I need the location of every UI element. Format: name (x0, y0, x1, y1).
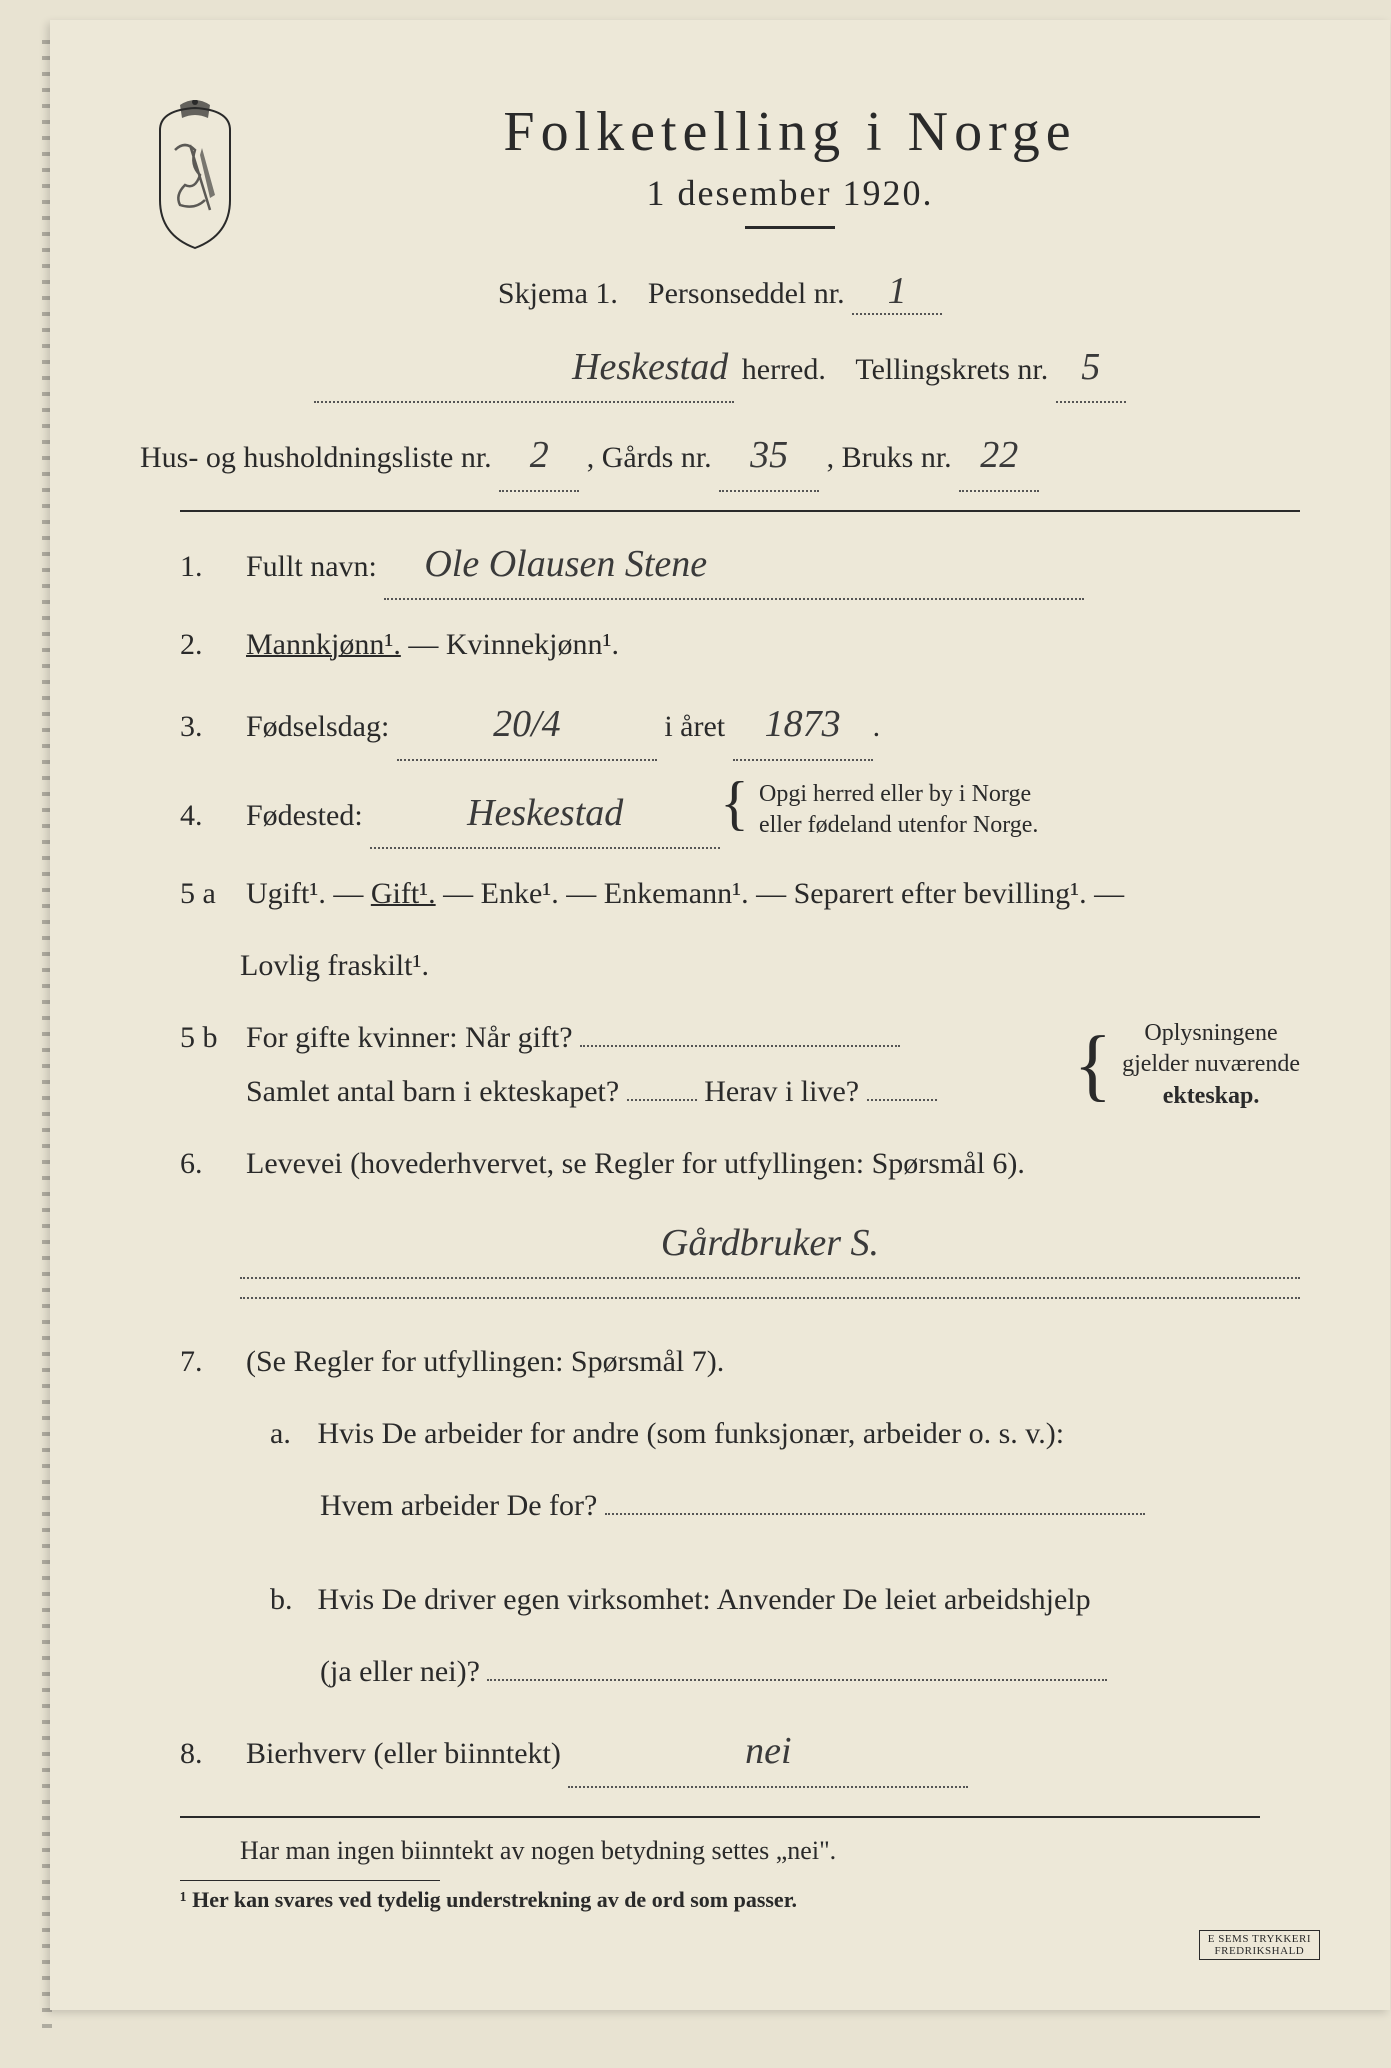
tellingskrets-label: Tellingskrets nr. (855, 353, 1048, 386)
q3-year: 1873 (733, 690, 873, 760)
stamp-1: E SEMS TRYKKERI (1208, 1933, 1311, 1945)
q5b-n1: Oplysningene (1144, 1020, 1277, 1046)
census-form-page: Folketelling i Norge 1 desember 1920. Sk… (50, 20, 1390, 2010)
bruks-nr: 22 (959, 421, 1039, 491)
gards-nr: 35 (719, 421, 819, 491)
separator-1 (180, 510, 1300, 512)
q6-value: Gårdbruker S. (240, 1209, 1300, 1279)
husliste-label: Hus- og husholdningsliste nr. (140, 441, 492, 474)
footnote-rule (180, 1880, 440, 1881)
q5b-line: 5 b For gifte kvinner: Når gift? Samlet … (180, 1011, 1300, 1119)
q6-num: 6. (180, 1137, 228, 1191)
husliste-line: Hus- og husholdningsliste nr. 2 , Gårds … (140, 421, 1300, 491)
q6-blank (240, 1297, 1300, 1299)
q4-label: Fødested: (246, 799, 363, 832)
q3-num: 3. (180, 700, 228, 754)
q5a-line: 5 a Ugift¹. — Gift¹. — Enke¹. — Enkemann… (180, 867, 1300, 921)
stamp-2: FREDRIKSHALD (1215, 1945, 1305, 1957)
husliste-nr: 2 (499, 421, 579, 491)
q1-line: 1. Fullt navn: Ole Olausen Stene (180, 530, 1300, 600)
q3-label: Fødselsdag: (246, 710, 389, 743)
q5a-gift: Gift¹. (371, 877, 436, 910)
q8-label: Bierhverv (eller biinntekt) (246, 1737, 561, 1770)
q7a-line: a. Hvis De arbeider for andre (som funks… (270, 1407, 1300, 1461)
q2-sep: — (408, 628, 446, 661)
q7a-label: a. (270, 1407, 310, 1461)
q6-value-line: Gårdbruker S. (240, 1209, 1300, 1279)
q5b-l2b: Herav i live? (704, 1075, 859, 1108)
title-divider (745, 226, 835, 229)
q6-label: Levevei (hovederhvervet, se Regler for u… (246, 1147, 1025, 1180)
q7-num: 7. (180, 1335, 228, 1389)
q5a-lovlig: Lovlig fraskilt¹. (240, 949, 429, 982)
q5a-line2: Lovlig fraskilt¹. (240, 939, 1300, 993)
q2-kvinne: Kvinnekjønn¹. (446, 628, 619, 661)
q3-day: 20/4 (397, 690, 657, 760)
q1-num: 1. (180, 540, 228, 594)
q4-note: Opgi herred eller by i Norge eller fødel… (759, 779, 1038, 841)
q7a-l1: Hvis De arbeider for andre (som funksjon… (318, 1417, 1065, 1450)
separator-2 (180, 1816, 1260, 1818)
skjema-label: Skjema 1. (498, 277, 618, 310)
q8-num: 8. (180, 1727, 228, 1781)
q7b-line: b. Hvis De driver egen virksomhet: Anven… (270, 1573, 1300, 1627)
q7b-blank (487, 1679, 1107, 1681)
q4-num: 4. (180, 789, 228, 843)
q5b-gift-blank (580, 1045, 900, 1047)
q2-line: 2. Mannkjønn¹. — Kvinnekjønn¹. (180, 618, 1300, 672)
q5b-barn-blank (627, 1099, 697, 1101)
personseddel-label: Personseddel nr. (648, 277, 845, 310)
q7b-l2: (ja eller nei)? (320, 1655, 480, 1688)
q5a-rest: — Enke¹. — Enkemann¹. — Separert efter b… (443, 877, 1124, 910)
herred-label: herred. (742, 353, 826, 386)
form-title: Folketelling i Norge (280, 100, 1300, 164)
personseddel-nr: 1 (852, 269, 942, 315)
meta-skjema-line: Skjema 1. Personseddel nr. 1 (140, 269, 1300, 315)
q7b-l1: Hvis De driver egen virksomhet: Anvender… (318, 1583, 1091, 1616)
q5b-live-blank (867, 1099, 937, 1101)
q2-mann: Mannkjønn¹. (246, 628, 401, 661)
q3-line: 3. Fødselsdag: 20/4 i året 1873. (180, 690, 1300, 760)
q4-value: Heskestad (370, 779, 720, 849)
q8-value: nei (568, 1717, 968, 1787)
tellingskrets-nr: 5 (1056, 333, 1126, 403)
gards-label: , Gårds nr. (587, 441, 712, 474)
q7-line: 7. (Se Regler for utfyllingen: Spørsmål … (180, 1335, 1300, 1389)
bruks-label: , Bruks nr. (827, 441, 952, 474)
q7a-line2: Hvem arbeider De for? (320, 1479, 1300, 1533)
footer-footnote: ¹ Her kan svares ved tydelig understrekn… (180, 1887, 1300, 1913)
q7-label: (Se Regler for utfyllingen: Spørsmål 7). (246, 1345, 724, 1378)
q5b-n3: ekteskap. (1163, 1083, 1260, 1109)
q5b-n2: gjelder nuværende (1122, 1051, 1300, 1077)
q7a-blank (605, 1513, 1145, 1515)
q5b-l2a: Samlet antal barn i ekteskapet? (246, 1075, 619, 1108)
brace-icon: { (720, 779, 749, 827)
q1-label: Fullt navn: (246, 550, 377, 583)
q8-line: 8. Bierhverv (eller biinntekt) nei (180, 1717, 1300, 1787)
form-subtitle: 1 desember 1920. (280, 172, 1300, 214)
q7b-line2: (ja eller nei)? (320, 1645, 1300, 1699)
q7a-l2: Hvem arbeider De for? (320, 1489, 597, 1522)
q7b-label: b. (270, 1573, 310, 1627)
title-block: Folketelling i Norge 1 desember 1920. (280, 100, 1300, 259)
brace-icon-2: { (1074, 1033, 1112, 1097)
q5b-note: Oplysningene gjelder nuværende ekteskap. (1122, 1018, 1300, 1112)
q4-note-1: Opgi herred eller by i Norge (759, 781, 1031, 807)
q5a-num: 5 a (180, 867, 228, 921)
q1-value: Ole Olausen Stene (384, 530, 1084, 600)
printer-stamp: E SEMS TRYKKERI FREDRIKSHALD (1199, 1930, 1320, 1960)
norwegian-coat-of-arms-icon (140, 100, 250, 250)
herred-value: Heskestad (314, 333, 734, 403)
herred-line: Heskestad herred. Tellingskrets nr. 5 (140, 333, 1300, 403)
q5b-l1a: For gifte kvinner: Når gift? (246, 1021, 573, 1054)
q3-year-label: i året (664, 710, 725, 743)
q6-line: 6. Levevei (hovederhvervet, se Regler fo… (180, 1137, 1300, 1191)
q4-note-2: eller fødeland utenfor Norge. (759, 812, 1038, 838)
q5b-num: 5 b (180, 1011, 228, 1065)
header-row: Folketelling i Norge 1 desember 1920. (140, 100, 1300, 259)
q2-num: 2. (180, 618, 228, 672)
footer-note: Har man ingen biinntekt av nogen betydni… (240, 1836, 1300, 1866)
q4-line: 4. Fødested: Heskestad { Opgi herred ell… (180, 779, 1300, 849)
q5a-text: Ugift¹. — (246, 877, 371, 910)
